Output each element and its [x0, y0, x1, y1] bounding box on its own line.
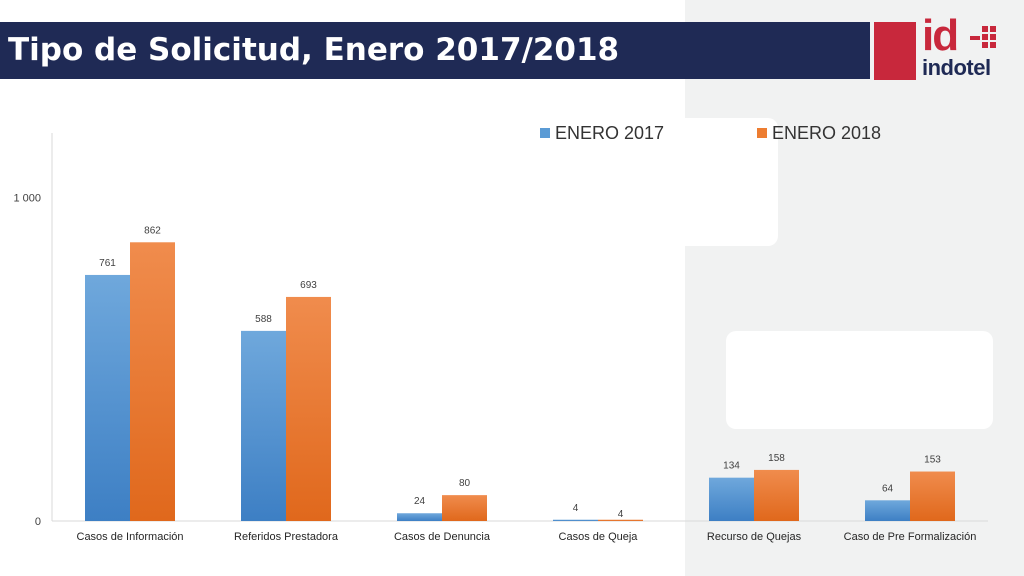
- legend-label-2017: ENERO 2017: [555, 122, 665, 143]
- bar-2017: [553, 519, 598, 521]
- legend-label-2018: ENERO 2018: [772, 122, 882, 143]
- bar-2018: [754, 469, 799, 521]
- data-label: 158: [768, 453, 785, 464]
- bar-2017: [85, 274, 130, 521]
- y-tick-label: 0: [35, 516, 41, 528]
- data-label: 693: [300, 280, 317, 291]
- background-card-top: [600, 118, 778, 246]
- bar-2018: [130, 242, 175, 521]
- x-tick-label: Referidos Prestadora: [234, 531, 339, 543]
- data-label: 4: [573, 503, 579, 514]
- x-tick-label: Casos de Queja: [559, 531, 639, 543]
- logo-mark: id: [922, 11, 959, 60]
- logo-red-block: [874, 22, 916, 80]
- data-label: 153: [924, 455, 941, 466]
- bar-2017: [865, 500, 910, 521]
- data-label: 134: [723, 461, 740, 472]
- legend-item-2017: ENERO 2017: [540, 121, 664, 145]
- background-card-bottom: [726, 331, 993, 429]
- data-label: 64: [882, 483, 894, 494]
- data-label: 4: [618, 509, 624, 520]
- data-label: 24: [414, 496, 426, 507]
- indotel-logo: id indotel: [874, 14, 1004, 82]
- data-label: 862: [144, 225, 161, 236]
- bar-2018: [910, 471, 955, 521]
- data-label: 761: [99, 258, 116, 269]
- data-label: 80: [459, 478, 471, 489]
- x-tick-label: Caso de Pre Formalización: [844, 531, 977, 543]
- x-tick-label: Recurso de Quejas: [707, 531, 802, 543]
- bar-2018: [442, 495, 487, 521]
- data-label: 588: [255, 314, 272, 325]
- page-title: Tipo de Solicitud, Enero 2017/2018: [8, 32, 620, 68]
- bar-2018: [286, 296, 331, 521]
- bar-2017: [397, 513, 442, 521]
- bar-2017: [709, 477, 754, 521]
- y-tick-label: 1 000: [13, 193, 41, 205]
- legend-item-2018: ENERO 2018: [757, 121, 881, 145]
- logo-grid-icon: [970, 26, 998, 52]
- x-tick-label: Casos de Denuncia: [394, 531, 491, 543]
- x-tick-label: Casos de Información: [77, 531, 184, 543]
- logo-name: indotel: [922, 55, 991, 80]
- title-bar: Tipo de Solicitud, Enero 2017/2018: [0, 22, 870, 79]
- legend-swatch-2017: [540, 128, 550, 138]
- bar-2018: [598, 519, 643, 521]
- bar-2017: [241, 330, 286, 521]
- legend-swatch-2018: [757, 128, 767, 138]
